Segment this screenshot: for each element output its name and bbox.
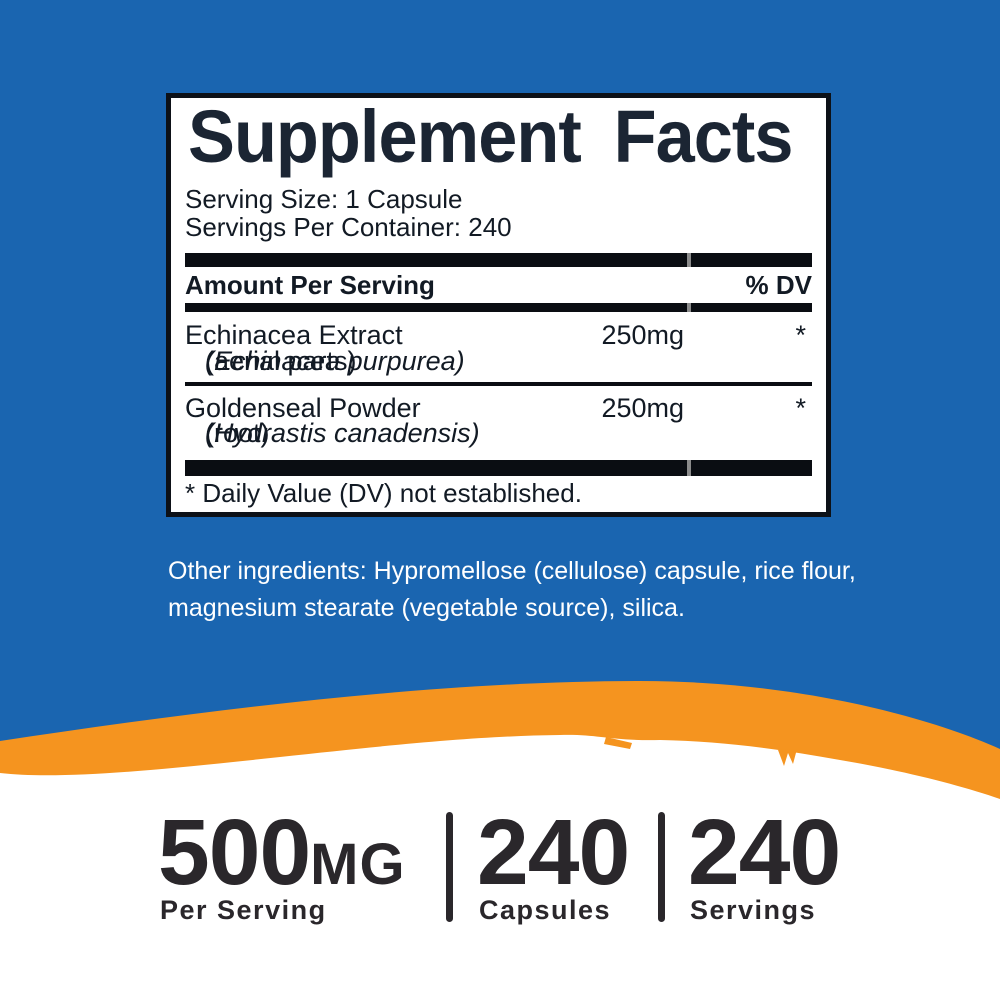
- latin-name: (Echinacea purpurea): [205, 346, 465, 376]
- latin-name: (Hydrastis canadensis): [205, 418, 480, 448]
- ingredient-name: Echinacea Extract: [185, 320, 403, 350]
- thin-rule-header: [185, 303, 812, 312]
- other-ingredients-text: Other ingredients: Hypromellose (cellulo…: [168, 557, 856, 622]
- plant-part: (root): [205, 418, 270, 448]
- ingredient-amount: 250mg: [601, 320, 684, 350]
- servings-per-container: Servings Per Container: 240: [185, 212, 512, 242]
- dv-footnote: * Daily Value (DV) not established.: [185, 478, 582, 508]
- stat-value: 240: [477, 800, 630, 917]
- ingredient-name: Goldenseal Powder: [185, 393, 421, 423]
- thick-rule-bottom: [185, 460, 812, 476]
- percent-dv-header: % DV: [745, 270, 812, 300]
- amount-per-serving-header: Amount Per Serving: [185, 270, 435, 300]
- ingredient-amount: 250mg: [601, 393, 684, 423]
- stat-divider: [446, 812, 453, 922]
- stat-unit: MG: [310, 832, 406, 897]
- stat-label: Servings: [690, 895, 817, 925]
- row-divider-rule: [185, 382, 812, 386]
- stat-label: Per Serving: [160, 895, 327, 925]
- ingredient-dv: *: [795, 393, 806, 423]
- panel-title: Supplement Facts: [188, 95, 793, 178]
- ingredient-dv: *: [795, 320, 806, 350]
- stat-value: 500MG: [158, 800, 406, 917]
- stat-number: 500: [158, 800, 311, 904]
- swoosh-white-shape: [0, 734, 1000, 1000]
- stat-value: 240: [688, 800, 841, 917]
- stat-number: 240: [688, 800, 841, 904]
- stat-per-serving: 500MG Per Serving: [158, 800, 406, 925]
- plant-part: (aerial parts): [205, 346, 357, 376]
- stat-servings: 240 Servings: [688, 800, 841, 925]
- serving-size: Serving Size: 1 Capsule: [185, 184, 463, 214]
- supplement-facts-panel: Supplement Facts Serving Size: 1 Capsule…: [166, 93, 831, 517]
- stat-number: 240: [477, 800, 630, 904]
- stat-capsules: 240 Capsules: [477, 800, 630, 925]
- thick-rule-top: [185, 253, 812, 267]
- stat-divider: [658, 812, 665, 922]
- stat-label: Capsules: [479, 895, 612, 925]
